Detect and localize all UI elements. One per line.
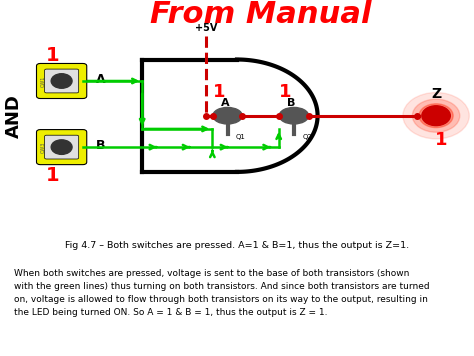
Text: 1: 1 [213,83,225,101]
Ellipse shape [213,108,242,124]
Text: Fig 4.7 – Both switches are pressed. A=1 & B=1, thus the output is Z=1.: Fig 4.7 – Both switches are pressed. A=1… [65,241,409,250]
Circle shape [422,106,450,126]
Text: Q1: Q1 [236,134,246,140]
Text: Z: Z [431,87,441,101]
Text: CW1: CW1 [41,75,46,87]
Text: From Manual: From Manual [150,0,372,30]
Text: B: B [287,98,296,108]
Text: A: A [96,73,105,86]
Circle shape [403,93,469,139]
FancyBboxPatch shape [45,69,79,93]
Circle shape [412,99,460,132]
Text: +5V: +5V [195,23,218,33]
Text: AND: AND [5,94,23,138]
Circle shape [51,74,72,88]
Text: A: A [221,98,229,108]
FancyBboxPatch shape [36,63,87,99]
Ellipse shape [279,108,309,124]
FancyBboxPatch shape [36,130,87,164]
Text: B: B [96,139,105,152]
Text: 1: 1 [279,83,292,101]
Circle shape [419,104,453,127]
Text: When both switches are pressed, voltage is sent to the base of both transistors : When both switches are pressed, voltage … [14,269,430,317]
Text: 1: 1 [435,131,447,150]
Circle shape [51,140,72,155]
Text: CW3: CW3 [41,141,46,153]
Text: Q2: Q2 [302,134,312,140]
Text: 1: 1 [46,166,59,185]
Text: 1: 1 [46,46,59,65]
FancyBboxPatch shape [45,135,79,159]
